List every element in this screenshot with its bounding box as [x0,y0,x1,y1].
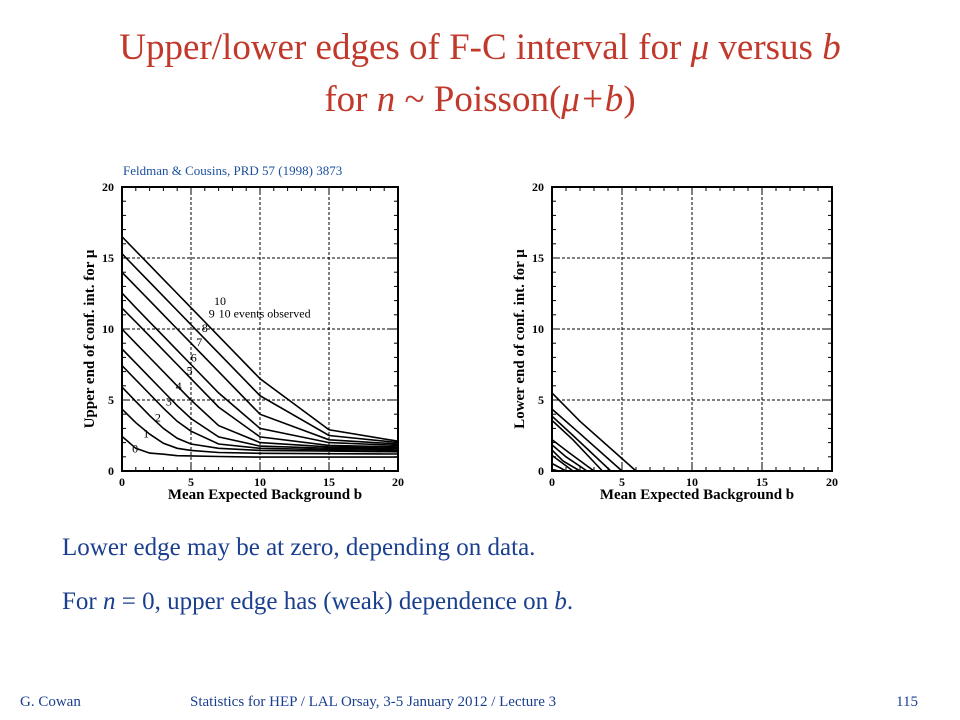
slide-title-line2: for n ~ Poisson(μ+b) [324,79,636,120]
series-line [551,449,581,472]
series-line [551,444,588,472]
series-line [121,386,399,453]
series-label: 8 [202,321,208,335]
series-label: 1 [143,427,149,441]
x-tick-label: 0 [119,475,125,489]
series-line [551,438,595,472]
y-axis-label: Upper end of conf. int. for μ [82,249,98,428]
y-tick-label: 10 [532,322,544,336]
x-tick-label: 5 [619,475,625,489]
series-label: 9 [209,307,215,321]
series-line [121,307,399,448]
y-tick-label: 0 [538,464,544,478]
body-text-line1: Lower edge may be at zero, depending on … [62,534,536,561]
x-tick-label: 5 [188,475,194,489]
y-tick-label: 10 [102,322,114,336]
series-label: 10 [214,294,226,308]
y-tick-label: 20 [102,180,114,194]
x-axis-label: Mean Expected Background b [600,487,794,503]
series-line [121,253,399,444]
x-axis-label: Mean Expected Background b [168,487,362,503]
series-label: 7 [196,335,202,349]
series-line [121,365,399,452]
footer-page-number: 115 [896,694,918,710]
x-tick-label: 20 [392,475,404,489]
series-line [121,348,399,450]
x-tick-label: 15 [323,475,335,489]
series-line [121,271,399,445]
series-line [121,236,399,442]
series-line [551,468,560,472]
series-line [551,419,603,472]
series-label: 3 [166,395,172,409]
series-line [121,328,399,450]
footer-author: G. Cowan [20,694,81,710]
series-line [551,392,637,472]
x-tick-label: 20 [826,475,838,489]
footer-course: Statistics for HEP / LAL Orsay, 3-5 Janu… [190,694,557,710]
y-tick-label: 0 [108,464,114,478]
y-tick-label: 20 [532,180,544,194]
x-tick-label: 10 [254,475,266,489]
x-tick-label: 15 [756,475,768,489]
series-line [551,462,567,472]
y-tick-label: 5 [108,393,114,407]
series-line [121,408,399,455]
series-line [551,415,612,472]
y-tick-label: 15 [532,251,544,265]
series-label: 4 [176,379,182,393]
series-line [551,454,574,472]
series-line [121,292,399,447]
x-tick-label: 0 [549,475,555,489]
y-tick-label: 5 [538,393,544,407]
citation: Feldman & Cousins, PRD 57 (1998) 3873 [123,163,343,178]
series-label: 0 [132,442,138,456]
y-tick-label: 15 [102,251,114,265]
series-line [551,408,623,472]
series-label: 2 [155,410,161,424]
series-line [121,435,398,458]
x-tick-label: 10 [686,475,698,489]
series-label: 5 [187,363,193,377]
y-axis-label: Lower end of conf. int. for μ [512,249,528,429]
body-text-line2: For n = 0, upper edge has (weak) depende… [62,588,574,615]
chart-annotation: 10 events observed [219,307,311,321]
slide-title-line1: Upper/lower edges of F-C interval for μ … [119,27,841,68]
series-label: 6 [191,351,197,365]
